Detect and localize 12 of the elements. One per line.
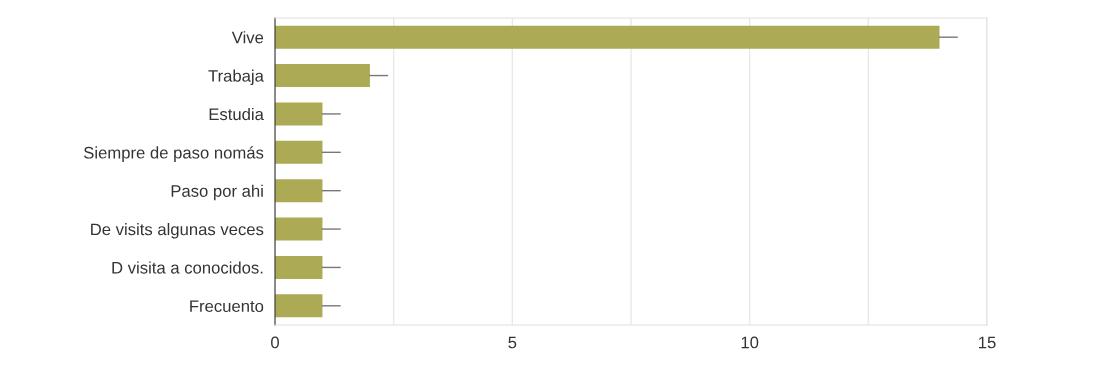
- y-tick-label: Vive: [231, 31, 264, 44]
- x-tick-label: 0: [271, 336, 279, 349]
- y-tick-label: Estudia: [209, 107, 264, 121]
- x-tick-label: 15: [979, 336, 996, 349]
- y-tick-label: Trabaja: [208, 69, 264, 86]
- y-tick-label: De visits algunas veces: [91, 223, 264, 239]
- x-tick-label: 5: [508, 336, 517, 349]
- y-tick-label: Paso por ahi: [171, 184, 263, 201]
- x-tick-label: 10: [741, 336, 759, 349]
- y-tick-label: Frecuento: [190, 300, 264, 313]
- y-tick-label: Siempre de paso nomás: [84, 146, 264, 162]
- y-tick-label: D visita a conocidos.: [112, 261, 263, 274]
